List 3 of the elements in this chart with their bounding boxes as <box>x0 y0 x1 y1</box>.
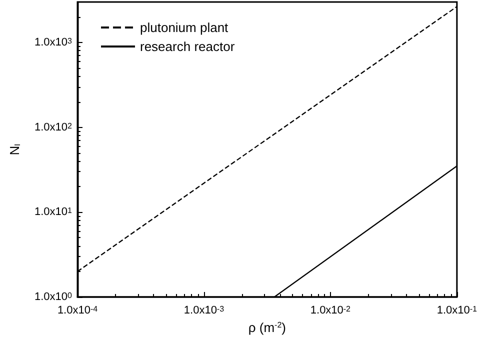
legend-label: research reactor <box>140 39 236 54</box>
y-axis-title: NI <box>7 144 22 156</box>
legend-label: plutonium plant <box>140 20 229 35</box>
